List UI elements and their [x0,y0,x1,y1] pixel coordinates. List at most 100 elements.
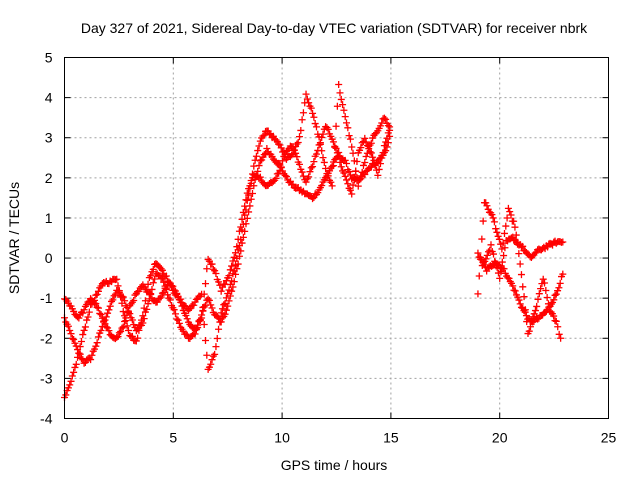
data-point-marker [230,267,238,275]
data-point-marker [111,290,119,298]
data-point-marker [224,289,232,297]
data-point-marker [79,309,87,317]
data-point-marker [543,293,551,301]
data-point-marker [275,140,283,148]
data-point-marker [182,330,190,338]
data-point-marker [483,202,491,210]
data-point-marker [550,296,558,304]
data-point-marker [328,182,336,190]
data-point-marker [173,289,181,297]
data-point-marker [493,228,501,236]
data-point-marker [194,321,202,329]
data-point-marker [380,142,388,150]
data-point-marker [93,339,101,347]
data-point-marker [559,238,567,246]
data-point-marker [204,295,212,303]
data-point-marker [555,330,563,338]
data-point-marker [474,290,482,298]
data-point-marker [113,333,121,341]
data-point-marker [269,132,277,140]
data-point-marker [498,258,506,266]
data-point-marker [357,172,365,180]
data-point-marker [311,120,319,128]
data-point-marker [501,244,509,252]
data-point-marker [339,101,347,109]
y-tick-label: 0 [45,250,53,266]
data-point-marker [519,242,527,250]
data-point-marker [515,250,523,258]
data-point-marker [260,131,268,139]
data-point-marker [521,306,529,314]
data-point-marker [477,253,485,261]
data-point-marker [556,279,564,287]
y-tick-label: 2 [45,170,53,186]
data-point-marker [149,279,157,287]
data-point-marker [511,287,519,295]
data-point-marker [361,158,369,166]
data-point-marker [284,146,292,154]
data-point-marker [102,313,110,321]
data-point-marker [217,309,225,317]
data-point-marker [329,162,337,170]
data-point-marker [307,104,315,112]
data-point-marker [75,349,83,357]
data-point-marker [369,153,377,161]
data-point-marker [289,143,297,151]
data-point-marker [202,280,210,288]
data-point-marker [554,323,562,331]
data-point-marker [235,227,243,235]
data-point-marker [158,289,166,297]
data-point-marker [299,172,307,180]
data-point-marker [327,178,335,186]
data-point-marker [198,314,206,322]
data-point-marker [497,268,505,276]
data-point-marker [182,312,190,320]
y-axis-label: SDTVAR / TECUs [6,182,22,294]
data-point-marker [102,323,110,331]
data-point-marker [344,180,352,188]
data-point-marker [218,314,226,322]
data-point-marker [289,180,297,188]
data-point-marker [358,168,366,176]
data-point-marker [555,284,563,292]
data-point-marker [380,114,388,122]
data-point-marker [118,324,126,332]
data-point-marker [525,327,533,335]
data-point-marker [335,80,343,88]
data-point-marker [277,163,285,171]
data-point-marker [305,99,313,107]
data-point-marker [478,235,486,243]
data-point-marker [92,342,100,350]
data-point-marker [365,142,373,150]
data-point-marker [500,229,508,237]
data-point-marker [229,257,237,265]
data-point-marker [340,106,348,114]
data-point-marker [139,312,147,320]
data-point-marker [192,325,200,333]
data-point-marker [552,290,560,298]
data-point-marker [309,109,317,117]
data-point-marker [310,158,318,166]
data-point-marker [108,297,116,305]
data-point-marker [259,132,267,140]
data-point-marker [480,259,488,267]
data-point-marker [100,318,108,326]
data-point-marker [145,289,153,297]
data-point-marker [474,249,482,257]
chart-title: Day 327 of 2021, Sidereal Day-to-day VTE… [81,20,588,36]
data-point-marker [329,138,337,146]
data-point-marker [541,279,549,287]
data-point-marker [229,270,237,278]
data-point-marker [493,264,501,272]
data-point-marker [135,326,143,334]
data-point-marker [520,293,528,301]
data-point-marker [218,305,226,313]
data-point-marker [70,335,78,343]
data-point-marker [356,176,364,184]
data-point-marker [530,310,538,318]
x-tick-label: 10 [274,430,290,446]
data-point-marker [221,310,229,318]
data-point-marker [375,165,383,173]
series-track-c [61,123,567,343]
